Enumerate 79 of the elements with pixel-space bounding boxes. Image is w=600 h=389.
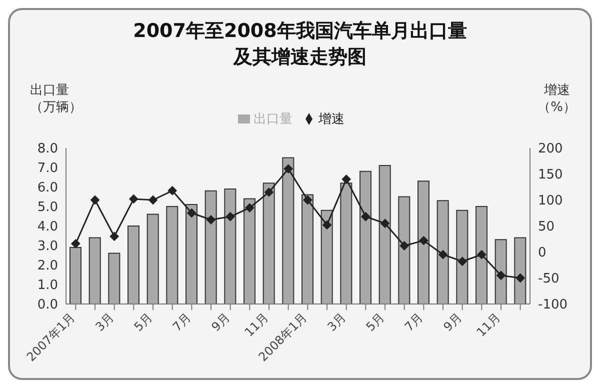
x-tick-label: 11月: [474, 310, 504, 340]
y2-tick-label: 100: [538, 194, 563, 209]
bar: [262, 182, 275, 304]
x-tick-label: 9月: [208, 310, 232, 334]
chart-title: 2007年至2008年我国汽车单月出口量及其增速走势图: [132, 19, 468, 70]
bar: [436, 200, 449, 304]
bar: [378, 165, 391, 304]
bar: [70, 246, 82, 304]
legend-label: 出口量: [254, 112, 292, 127]
bar: [88, 237, 101, 304]
bar: [320, 210, 333, 304]
bar: [398, 196, 410, 304]
y-tick-label: 6.0: [37, 180, 58, 196]
y-tick-label: 2.0: [37, 258, 58, 274]
bar: [514, 237, 526, 304]
x-tick-label: 5月: [363, 310, 388, 334]
point: [496, 270, 506, 280]
point: [226, 212, 235, 222]
y-tick-label: 1.0: [37, 278, 58, 294]
point: [245, 203, 254, 212]
x-tick-label: 3月: [324, 310, 348, 334]
point: [322, 220, 332, 230]
y2-tick-label: 200: [538, 142, 563, 157]
bar: [494, 239, 507, 304]
y2-tick-label: -50: [538, 272, 560, 287]
point: [206, 215, 216, 224]
point: [264, 188, 274, 197]
bar: [360, 170, 372, 304]
point: [187, 208, 196, 218]
y-tick-label: 3.0: [37, 239, 58, 254]
y2-tick-label: 0: [538, 246, 546, 261]
x-tick-label: 7月: [170, 310, 194, 334]
x-tick-label: 11月: [242, 310, 272, 340]
point: [419, 236, 428, 246]
bar: [108, 252, 120, 304]
x-tick-label: 3月: [92, 310, 116, 334]
point: [361, 212, 370, 222]
bar: [128, 226, 140, 304]
y2-tick-label: 150: [538, 168, 563, 183]
point: [342, 174, 351, 184]
y2-axis-title: 增速（%）: [538, 82, 576, 116]
point: [458, 256, 467, 266]
bar: [476, 206, 488, 304]
point: [516, 274, 525, 282]
point: [168, 186, 177, 196]
point: [303, 196, 312, 204]
bar: [244, 198, 256, 304]
point: [110, 232, 119, 241]
y-tick-label: 4.0: [37, 220, 58, 235]
y2-tick-label: 50: [538, 220, 555, 235]
bar: [224, 188, 236, 304]
point: [129, 194, 138, 204]
bar: [166, 206, 178, 304]
point: [90, 196, 100, 204]
point: [148, 196, 158, 204]
bar: [302, 194, 314, 304]
point: [71, 239, 80, 248]
bar: [146, 214, 159, 304]
y-tick-label: 7.0: [37, 161, 58, 176]
y2-tick-label: -100: [538, 298, 568, 313]
bar: [340, 182, 352, 304]
bar: [456, 210, 468, 304]
point: [284, 164, 293, 174]
y-axis-title: 出口量（万辆）: [30, 82, 82, 116]
point: [400, 241, 409, 250]
x-tick-label: 5月: [131, 310, 156, 334]
bar: [282, 157, 294, 304]
point: [380, 218, 390, 228]
y-tick-label: 8.0: [37, 142, 58, 157]
point: [438, 250, 448, 260]
y-tick-label: 0.0: [37, 298, 58, 313]
legend-label: 增速: [318, 112, 344, 127]
bar: [204, 190, 217, 304]
y-tick-label: 5.0: [37, 200, 58, 216]
bar: [186, 204, 198, 304]
x-tick-label: 7月: [402, 310, 426, 334]
point: [477, 250, 486, 260]
bar: [418, 180, 430, 304]
x-tick-label: 9月: [440, 310, 464, 334]
